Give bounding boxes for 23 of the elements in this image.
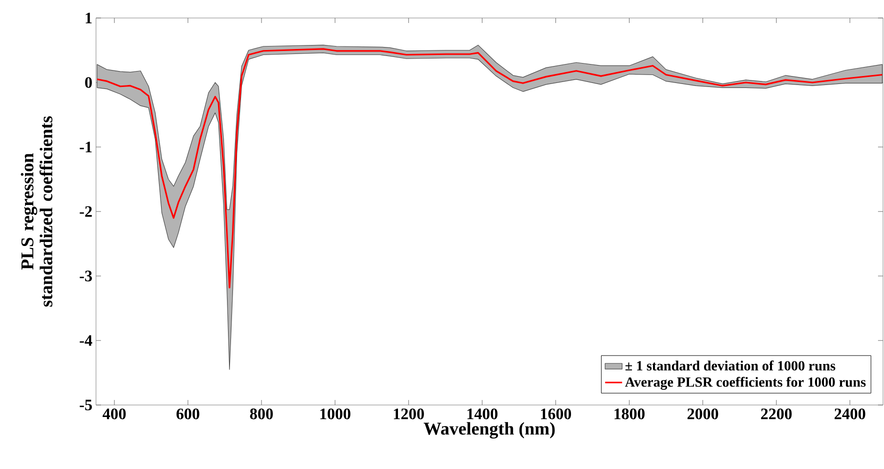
x-axis-title: Wavelength (nm) — [424, 422, 555, 439]
x-tick-label: 2400 — [834, 408, 866, 420]
y-tick-label: 1 — [86, 12, 92, 24]
x-tick-label: 1000 — [320, 408, 350, 420]
y-tick-label: -4 — [80, 335, 92, 346]
legend-label: ± 1 standard deviation of 1000 runs — [625, 360, 836, 371]
legend-label: Average PLSR coefficients for 1000 runs — [625, 376, 866, 390]
x-tick-label: 1800 — [614, 408, 645, 420]
x-tick-label: 1600 — [541, 408, 572, 420]
y-tick-label: -2 — [80, 206, 92, 217]
y-tick-label: -5 — [80, 400, 92, 410]
x-tick-label: 2200 — [761, 408, 792, 420]
line-series — [96, 48, 884, 288]
x-tick-label: 2000 — [688, 408, 718, 420]
y-tick-label: -3 — [80, 270, 92, 282]
x-tick-label: 1200 — [394, 408, 424, 420]
x-tick-label: 400 — [102, 408, 126, 420]
y-tick-label: -1 — [80, 142, 92, 152]
x-tick-label: 600 — [176, 408, 200, 420]
x-tick-label: 1400 — [467, 408, 498, 420]
x-tick-label: 800 — [250, 408, 273, 420]
y-axis-title: PLS regression standardized coefficients — [20, 116, 52, 307]
y-tick-label: 0 — [85, 77, 92, 88]
